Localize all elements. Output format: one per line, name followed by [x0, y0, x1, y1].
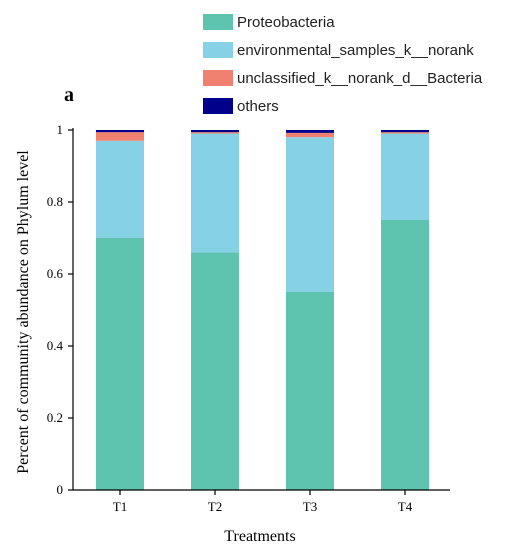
legend-label-others: others [237, 98, 279, 115]
legend: Proteobacteria environmental_samples_k__n… [203, 14, 483, 115]
bar-t3-environmental-samples-k-norank [286, 137, 334, 292]
bar-t3-others [286, 130, 334, 133]
bar-t2-proteobacteria [191, 252, 239, 490]
bar-t2-others [191, 130, 239, 133]
x-tick-label-t1: T1 [113, 499, 127, 514]
panel-label: a [64, 84, 74, 106]
bar-t3-proteobacteria [286, 292, 334, 490]
bar-t1-others [96, 130, 144, 133]
bar-t4-environmental-samples-k-norank [381, 133, 429, 220]
y-tick-label: 0.4 [47, 338, 64, 353]
legend-label-proteobacteria: Proteobacteria [237, 14, 335, 31]
y-axis-title: Percent of community abundance on Phylum… [15, 150, 32, 474]
bar-t1-unclassified-k-norank-d-bacteria [96, 132, 144, 141]
plot-area: 0 0.2 0.4 0.6 0.8 1 T1 T2 T3 T4 [47, 122, 450, 514]
x-tick-label-t3: T3 [303, 499, 317, 514]
legend-swatch-unclassified-k-norank-d-bacteria [203, 70, 233, 86]
bar-t3-unclassified-k-norank-d-bacteria [286, 132, 334, 138]
bar-t1-proteobacteria [96, 238, 144, 490]
bar-t1-environmental-samples-k-norank [96, 140, 144, 238]
bar-t4-proteobacteria [381, 220, 429, 490]
legend-swatch-environmental-samples-k-norank [203, 42, 233, 58]
y-tick-label: 1 [57, 122, 64, 137]
legend-swatch-proteobacteria [203, 14, 233, 30]
y-tick-label: 0.2 [47, 410, 63, 425]
x-axis-title: Treatments [224, 528, 295, 545]
y-tick-label: 0.6 [47, 266, 64, 281]
legend-label-unclassified-k-norank-d-bacteria: unclassified_k__norank_d__Bacteria [237, 70, 483, 87]
x-tick-label-t2: T2 [208, 499, 222, 514]
bar-t2-unclassified-k-norank-d-bacteria [191, 132, 239, 134]
x-tick-label-t4: T4 [398, 499, 413, 514]
y-tick-label: 0.8 [47, 194, 63, 209]
bar-t4-others [381, 130, 429, 133]
bar-t4-unclassified-k-norank-d-bacteria [381, 132, 429, 134]
legend-label-environmental-samples-k-norank: environmental_samples_k__norank [237, 42, 474, 59]
legend-swatch-others [203, 98, 233, 114]
y-tick-label: 0 [57, 482, 64, 497]
bar-t2-environmental-samples-k-norank [191, 133, 239, 253]
